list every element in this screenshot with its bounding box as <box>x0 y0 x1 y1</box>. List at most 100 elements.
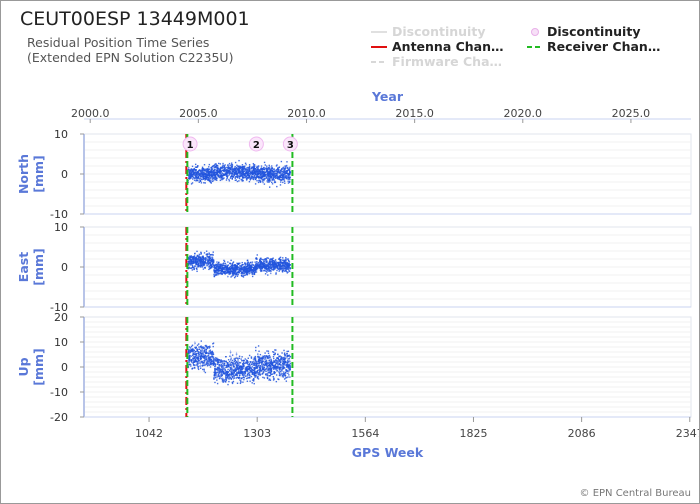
data-point <box>244 265 246 267</box>
data-point <box>231 175 233 177</box>
data-point <box>264 364 266 367</box>
data-point <box>229 263 232 265</box>
legend-item-receiver-change[interactable]: Receiver Chan… <box>547 39 661 54</box>
data-point <box>259 261 261 264</box>
data-point <box>243 165 245 168</box>
data-point <box>262 366 264 368</box>
data-point <box>255 264 257 266</box>
data-point <box>277 363 280 366</box>
data-point <box>281 174 284 176</box>
data-point <box>246 273 248 275</box>
data-point <box>241 372 243 375</box>
data-point <box>195 173 197 175</box>
data-point <box>256 168 259 171</box>
data-point <box>198 346 200 348</box>
data-point <box>265 258 267 260</box>
data-point <box>272 367 274 370</box>
data-point <box>256 377 259 379</box>
data-point <box>254 367 257 370</box>
data-point <box>260 269 263 272</box>
data-point <box>227 167 230 170</box>
y-tick-label: 10 <box>54 221 68 234</box>
data-point <box>242 173 244 176</box>
data-point <box>269 180 271 182</box>
data-point <box>278 264 280 266</box>
data-point <box>223 263 225 265</box>
data-point <box>231 168 234 170</box>
data-point <box>225 179 228 181</box>
data-point <box>268 168 270 171</box>
data-point <box>250 371 252 373</box>
data-point <box>242 276 245 278</box>
legend-item-firmware-change[interactable]: Firmware Cha… <box>392 54 502 69</box>
data-point <box>245 267 248 270</box>
data-point <box>187 358 190 360</box>
legend-item-antenna-change[interactable]: Antenna Chan… <box>392 39 504 54</box>
data-point <box>199 358 202 361</box>
data-point <box>253 164 255 166</box>
data-point <box>227 264 230 266</box>
data-point <box>190 262 192 265</box>
data-point <box>280 268 283 270</box>
data-point <box>279 267 282 269</box>
data-point <box>230 377 232 380</box>
data-point <box>194 356 196 359</box>
data-point <box>282 368 284 370</box>
data-point <box>241 365 243 367</box>
data-point <box>218 366 220 368</box>
data-point <box>256 258 258 260</box>
data-point <box>218 368 221 370</box>
data-point <box>264 267 266 269</box>
data-point <box>239 377 241 379</box>
data-point <box>188 264 190 266</box>
data-point <box>211 360 214 362</box>
data-point <box>269 264 272 267</box>
data-point <box>228 273 230 275</box>
data-point <box>275 263 277 265</box>
data-point <box>207 354 210 357</box>
data-point <box>235 265 237 268</box>
data-point <box>266 269 268 272</box>
data-point <box>276 177 279 180</box>
data-point <box>193 173 196 175</box>
data-point <box>281 265 283 268</box>
data-point <box>257 360 260 363</box>
data-point <box>215 265 218 267</box>
data-point <box>240 179 242 181</box>
data-point <box>233 369 236 371</box>
data-point <box>247 268 250 270</box>
data-point <box>262 258 264 261</box>
data-point <box>242 372 245 375</box>
data-point <box>265 270 267 272</box>
data-point <box>264 263 267 266</box>
data-point <box>212 177 214 179</box>
legend-item-discontinuity-line[interactable]: Discontinuity <box>392 24 486 39</box>
data-point <box>235 173 238 175</box>
data-point <box>285 262 288 264</box>
data-point <box>262 171 265 173</box>
data-point <box>255 367 258 369</box>
data-point <box>250 267 252 269</box>
data-point <box>236 266 238 268</box>
data-point <box>201 352 203 354</box>
data-point <box>192 261 195 264</box>
data-point <box>288 368 291 371</box>
data-point <box>191 258 194 261</box>
data-point <box>219 263 221 265</box>
data-point <box>236 174 238 176</box>
data-point <box>248 172 251 175</box>
legend-item-discontinuity-marker[interactable]: Discontinuity <box>547 24 641 39</box>
data-point <box>271 167 273 169</box>
data-point <box>211 170 213 172</box>
data-point <box>226 267 229 269</box>
data-point <box>211 265 214 268</box>
data-point <box>286 363 288 366</box>
data-point <box>253 170 255 172</box>
year-tick-label: 2005.0 <box>179 107 218 120</box>
data-point <box>216 371 219 374</box>
data-point <box>277 378 279 380</box>
data-point <box>237 376 240 379</box>
data-point <box>263 175 265 178</box>
data-point <box>224 371 227 373</box>
data-point <box>260 170 262 173</box>
